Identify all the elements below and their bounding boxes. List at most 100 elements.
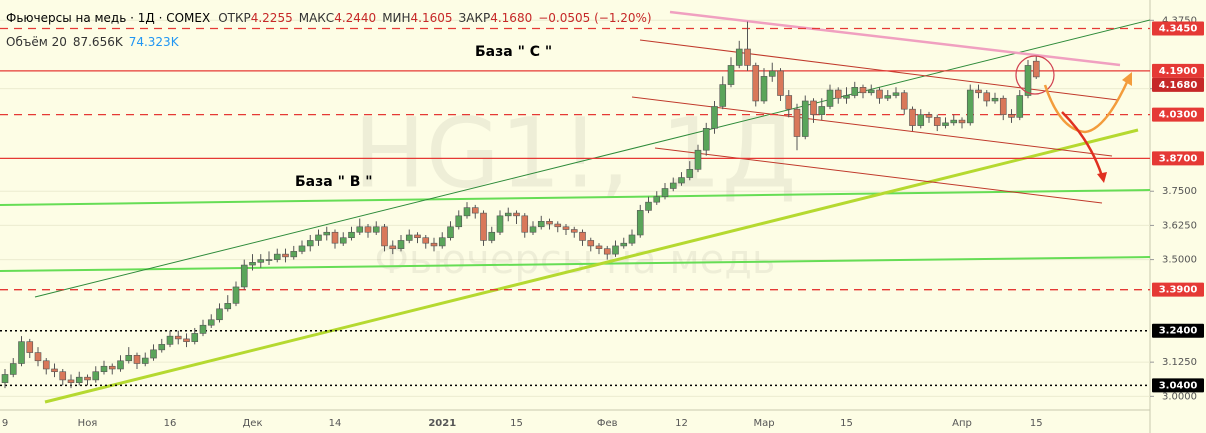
ohlc-value: 4.1605: [411, 11, 453, 25]
candle-body: [282, 253, 289, 258]
x-tick-label: Дек: [242, 418, 262, 429]
candle-body: [463, 207, 471, 217]
level-label: 4.1680: [1159, 80, 1198, 91]
volume-label: Объём 20: [6, 35, 67, 49]
candle-body: [851, 87, 859, 96]
candle-body: [570, 229, 578, 233]
channel-line: [639, 39, 1119, 101]
candle-body: [471, 207, 479, 214]
level-label-box: [1152, 63, 1204, 78]
forecast-arrow: [1043, 79, 1130, 134]
candle-body: [84, 376, 91, 381]
candle-body: [224, 303, 232, 310]
x-tick-label: 14: [329, 418, 342, 429]
candle-body: [843, 95, 850, 99]
candle-body: [447, 226, 454, 239]
candle-body: [999, 97, 1007, 115]
candle-body: [166, 335, 174, 345]
y-tick-label: 3.6250: [1162, 220, 1197, 231]
candle-body: [51, 368, 58, 373]
candle-body: [488, 231, 496, 241]
candle-body: [711, 106, 718, 129]
highlight-circle: [1015, 55, 1055, 95]
candle-body: [183, 338, 190, 342]
candle-body: [669, 182, 677, 189]
x-tick-label: 15: [840, 418, 853, 429]
candle-body: [298, 245, 306, 252]
candle-body: [191, 333, 199, 342]
candle-body: [1024, 65, 1032, 96]
candle-body: [686, 169, 694, 178]
candle-body: [859, 87, 867, 94]
candle-body: [504, 212, 512, 217]
ohlc-label: МИН: [382, 11, 410, 25]
candles: [1, 21, 1040, 389]
candle-body: [933, 117, 941, 126]
candle-body: [768, 70, 776, 77]
ohlc-label: МАКС: [299, 11, 334, 25]
candle-body: [496, 215, 504, 233]
candle-body: [513, 212, 520, 217]
channel-line: [654, 147, 1103, 204]
candle-body: [199, 324, 207, 334]
candle-body: [991, 97, 999, 102]
x-tick-label: Апр: [952, 418, 972, 429]
candle-body: [537, 221, 545, 228]
candle-body: [702, 128, 710, 151]
candle-body: [958, 119, 966, 124]
candle-body: [372, 226, 380, 233]
candle-body: [653, 196, 661, 203]
level-label: 3.0400: [1159, 380, 1198, 391]
x-tick-label: 16: [164, 418, 177, 429]
x-tick-label: 12: [675, 418, 688, 429]
candle-body: [249, 262, 256, 266]
y-tick-label: 4.3750: [1162, 15, 1197, 26]
volume-line: Объём 20 87.656K 74.323K: [6, 35, 180, 49]
header-title: Фьючерсы на медь · 1Д · COMEX: [6, 11, 210, 25]
candle-body: [900, 92, 908, 110]
x-tick-label: 15: [510, 418, 523, 429]
candle-body: [216, 308, 223, 321]
candle-body: [950, 119, 958, 124]
candle-body: [562, 226, 570, 230]
x-tick-label: 2021: [428, 418, 456, 429]
level-label-box: [1152, 378, 1204, 393]
candle-body: [405, 234, 413, 241]
ohlc-label: ОТКР: [218, 11, 251, 25]
x-axis: 9 Ноя 16 Дек 14 2021 15 Фев 12 Мар 15 Апр 15: [2, 418, 1043, 429]
candle-body: [414, 234, 421, 239]
candle-body: [430, 242, 438, 247]
candle-body: [579, 231, 586, 241]
levels: [0, 27, 1150, 387]
candle-body: [554, 223, 562, 228]
volume-value: 74.323K: [129, 35, 180, 49]
candle-body: [348, 231, 355, 239]
level-label: 3.8700: [1159, 153, 1198, 164]
level-label: 3.3900: [1159, 285, 1198, 296]
candle-body: [892, 92, 900, 96]
candle-body: [620, 242, 628, 247]
level-label: 4.3450: [1159, 24, 1198, 35]
candle-body: [174, 335, 182, 340]
candle-body: [42, 360, 50, 370]
level-label-box: [1152, 282, 1204, 297]
candle-body: [917, 114, 925, 126]
level-label: 4.0300: [1159, 110, 1198, 121]
candle-body: [438, 237, 446, 247]
candle-body: [645, 201, 652, 211]
candle-body: [34, 352, 42, 362]
candle-body: [257, 259, 265, 263]
x-tick-label: Фев: [597, 418, 618, 429]
candle-body: [92, 371, 100, 381]
ohlc-label: ЗАКР: [459, 11, 491, 25]
candle-body: [9, 363, 17, 375]
candle-body: [26, 341, 34, 353]
x-tick-label: 9: [2, 418, 8, 429]
candle-body: [744, 48, 751, 66]
candle-body: [983, 92, 991, 102]
candle-body: [1008, 114, 1015, 118]
header-line: Фьючерсы на медь · 1Д · COMEX ОТКР4.2255 М…: [6, 11, 652, 25]
candle-body: [793, 108, 801, 137]
